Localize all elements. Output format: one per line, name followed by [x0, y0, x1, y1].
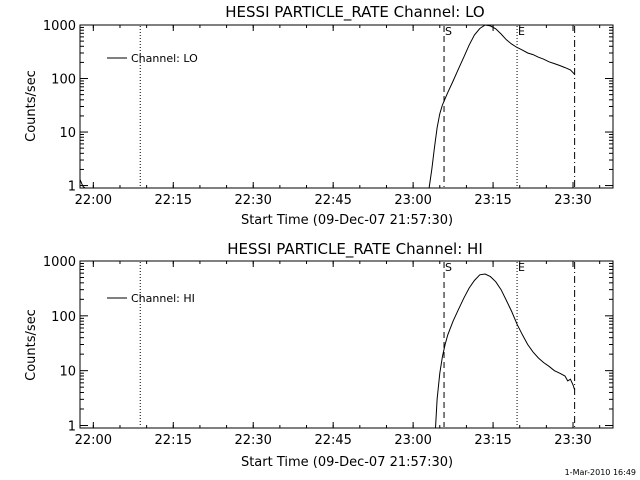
- y-tick-label: 100: [51, 310, 76, 325]
- chart-title: HESSI PARTICLE_RATE Channel: HI: [227, 240, 483, 259]
- axis-ticks: 22:00 22:15 22:30 22:45 23:00 23:15 23:30 1 10 10…: [43, 19, 613, 208]
- x-tick-label: 22:15: [155, 193, 192, 208]
- axis-ticks: 22:00 22:15 22:30 22:45 23:00 23:15 23:30 1 10 10…: [43, 255, 613, 448]
- chart-hi-channel: HESSI PARTICLE_RATE Channel: HI Counts/s…: [24, 240, 614, 470]
- x-tick-label: 23:30: [554, 193, 591, 208]
- series-group: [435, 273, 576, 429]
- x-tick-label: 23:30: [554, 433, 591, 448]
- plot-frame: [79, 24, 614, 189]
- x-tick-label: 23:00: [394, 433, 431, 448]
- legend-label: Channel: HI: [131, 292, 195, 305]
- y-tick-label: 1: [68, 180, 76, 195]
- y-tick-label: 1: [68, 419, 76, 434]
- y-tick-label: 1000: [43, 19, 76, 34]
- x-tick-label: 23:15: [474, 433, 511, 448]
- event-marker-label: E: [518, 25, 525, 38]
- plot-frame: [79, 260, 614, 429]
- x-tick-label: 23:15: [474, 193, 511, 208]
- x-tick-label: 22:30: [234, 193, 271, 208]
- timestamp: 1-Mar-2010 16:49: [565, 468, 636, 477]
- x-tick-label: 22:15: [155, 433, 192, 448]
- event-marker-label: E: [518, 261, 525, 274]
- chart-title: HESSI PARTICLE_RATE Channel: LO: [225, 3, 484, 22]
- series-line: [435, 273, 576, 429]
- y-axis-label: Counts/sec: [24, 70, 39, 142]
- event-marker-label: S: [445, 25, 452, 38]
- y-tick-label: 1000: [43, 255, 76, 270]
- x-tick-label: 22:45: [314, 193, 351, 208]
- legend-label: Channel: LO: [131, 52, 198, 65]
- x-axis-label: Start Time (09-Dec-07 21:57:30): [241, 213, 453, 228]
- event-marker-label: S: [445, 261, 452, 274]
- series-line: [79, 179, 86, 189]
- y-tick-label: 10: [59, 126, 76, 141]
- x-tick-label: 22:00: [75, 433, 112, 448]
- series-group: [79, 24, 575, 189]
- x-tick-label: 22:30: [234, 433, 271, 448]
- x-axis-label: Start Time (09-Dec-07 21:57:30): [241, 455, 453, 470]
- x-tick-label: 22:45: [314, 433, 351, 448]
- series-line: [428, 24, 575, 189]
- x-tick-label: 23:00: [394, 193, 431, 208]
- x-tick-label: 22:00: [75, 193, 112, 208]
- y-axis-label: Counts/sec: [24, 309, 39, 381]
- chart-lo-channel: HESSI PARTICLE_RATE Channel: LO Counts/s…: [24, 3, 614, 228]
- y-tick-label: 100: [51, 73, 76, 88]
- y-tick-label: 10: [59, 365, 76, 380]
